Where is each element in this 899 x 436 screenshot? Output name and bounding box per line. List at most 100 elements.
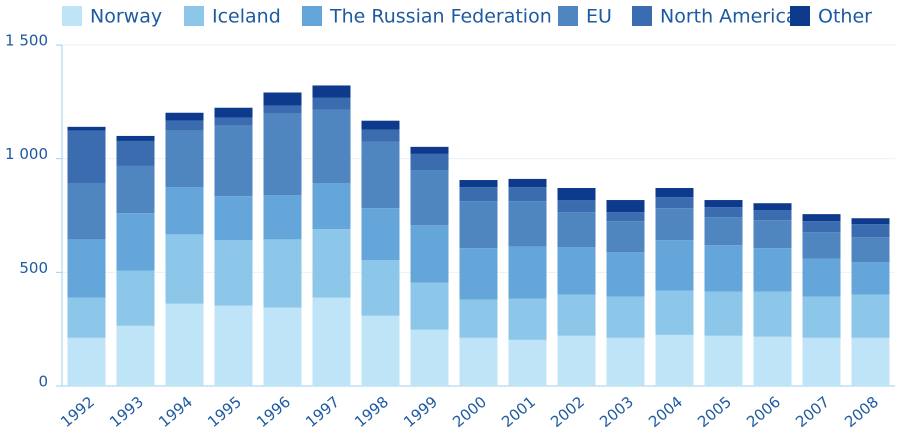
bar-segment [312,229,351,298]
bar-segment [508,201,547,247]
bar-segment [214,125,253,197]
legend-swatch [558,6,578,26]
bar-segment [312,182,351,230]
bar-segment [263,195,302,240]
bar-segment [214,240,253,306]
bar-segment [361,260,400,316]
x-tick-label: 2001 [498,393,539,431]
bar-segment [606,212,645,222]
bar-segment [851,262,890,295]
bar-segment [263,113,302,196]
bar-segment [851,337,890,386]
y-tick-label: 0 [38,373,48,391]
bar-segment [606,296,645,338]
bar-segment [753,248,792,292]
bar-segment [165,303,204,386]
bar-segment [557,212,596,248]
x-tick-label: 2005 [694,393,735,431]
x-tick-label: 2006 [743,393,784,431]
bar-segment [459,299,498,338]
bar-segment [410,282,449,330]
bar-segment [116,270,155,326]
bar-segment [67,337,106,386]
bar-segment [214,305,253,386]
bar-segment [165,130,204,188]
bar-segment [67,182,106,240]
x-tick-label: 1997 [302,393,343,431]
legend-label: Norway [90,6,162,28]
bar-segment [655,290,694,335]
bar-segment [655,187,694,198]
bar-segment [851,218,890,225]
bar-segment [704,335,743,386]
bar-segment [753,203,792,211]
bar-segment [557,294,596,336]
bar-segment [410,153,449,171]
bar-segment [459,187,498,202]
legend-swatch [62,6,82,26]
bar-segment [263,307,302,386]
bar-segment [557,335,596,386]
bar-segment [851,224,890,238]
x-tick-label: 1999 [400,393,441,431]
bar-segment [606,252,645,297]
bar-segment [67,239,106,298]
bar-segment [165,120,204,131]
legend-label: EU [586,6,612,28]
bar-segment [508,246,547,299]
bar-segment [753,291,792,337]
bar-segment [802,232,841,259]
bar-segment [312,97,351,110]
bar-segment [802,258,841,297]
bar-segment [312,297,351,386]
y-tick-label: 500 [19,259,48,277]
bar-segment [606,337,645,386]
bar-segment [165,112,204,121]
bar-segment [802,221,841,233]
bar-segment [214,107,253,118]
bar-segment [165,234,204,304]
legend-label: Iceland [212,6,281,28]
bar-segment [704,207,743,218]
x-tick-label: 2007 [792,393,833,431]
y-tick-label: 1 500 [5,32,48,50]
bar-segment [606,200,645,213]
bar-segment [312,109,351,183]
bar-segment [263,239,302,308]
bar-segment [459,248,498,300]
x-tick-label: 1993 [106,393,147,431]
bar-segment [67,130,106,183]
y-tick-label: 1 000 [5,145,48,163]
bar-segment [557,200,596,213]
bar-segment [361,141,400,209]
legend-label: Other [818,6,872,28]
bar-segment [704,291,743,336]
bar-segment [410,146,449,154]
bar-segment [116,165,155,214]
bar-segment [214,196,253,241]
bar-segment [802,337,841,386]
x-tick-label: 2003 [596,393,637,431]
x-tick-label: 1998 [351,393,392,431]
legend-swatch [302,6,322,26]
bar-segment [361,120,400,130]
bar-segment [704,217,743,246]
bar-segment [508,178,547,188]
bar-segment [410,329,449,386]
x-tick-label: 1995 [204,393,245,431]
x-tick-label: 2004 [645,393,686,431]
bar-segment [263,92,302,106]
x-tick-label: 2000 [449,393,490,431]
bar-segment [557,187,596,201]
bar-segment [508,298,547,340]
bar-segment [67,126,106,131]
bar-segment [116,140,155,166]
bar-segment [116,213,155,271]
bar-segment [508,187,547,202]
bar-segment [116,325,155,386]
bar-segment [557,247,596,295]
legend-swatch [632,6,652,26]
x-tick-label: 2002 [547,393,588,431]
bar-segment [312,85,351,98]
bar-segment [263,105,302,114]
